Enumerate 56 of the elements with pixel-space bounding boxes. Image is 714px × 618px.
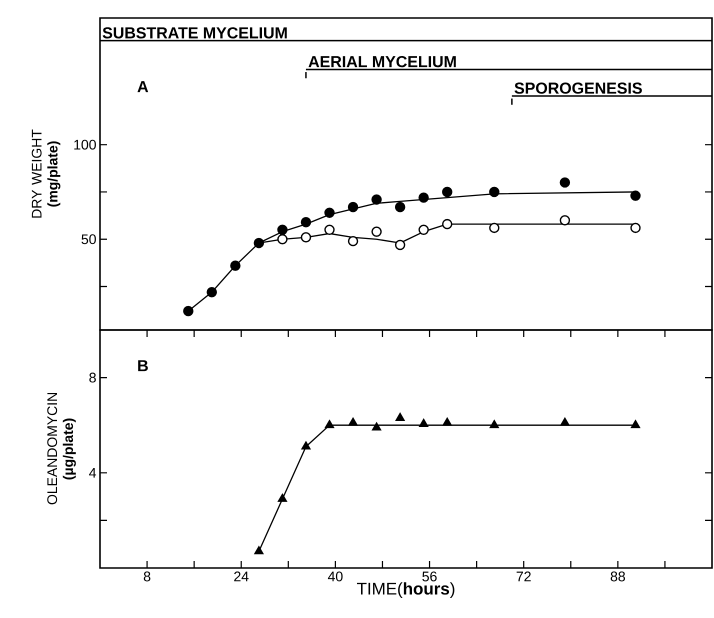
point [371, 226, 382, 237]
point [300, 232, 312, 243]
y-axis-title: DRY WEIGHT (mg/plate) [32, 130, 60, 218]
x-tick-label: 24 [234, 572, 249, 582]
point [442, 418, 452, 426]
y-axis-title: OLEANDOMYCIN (µg/plate) [47, 392, 76, 504]
point [442, 186, 452, 198]
x-tick-label: 88 [610, 572, 626, 582]
annotation: B [138, 360, 148, 372]
y-tick-label: 100 [74, 140, 96, 150]
point [254, 238, 264, 248]
x-tick-label: 72 [516, 572, 531, 582]
point [371, 194, 382, 205]
point [372, 422, 382, 431]
point [324, 224, 335, 235]
y-tick-label: 50 [82, 234, 96, 244]
annotation: SPOROGENESIS [514, 82, 642, 94]
point [348, 202, 358, 212]
annotation: A [137, 81, 148, 92]
point [254, 546, 264, 554]
x-axis-title: TIME(hours) [356, 582, 454, 598]
point [394, 202, 406, 212]
point [630, 420, 640, 428]
point [418, 224, 429, 235]
point [489, 222, 500, 234]
point [418, 192, 429, 203]
point [560, 418, 570, 426]
x-tick-label: 40 [328, 572, 343, 582]
x-tick-label: 56 [422, 572, 437, 582]
x-tick-label: 8 [144, 572, 150, 582]
point [301, 441, 311, 450]
point [630, 222, 641, 234]
point [277, 224, 288, 235]
point [560, 215, 570, 226]
point [490, 420, 499, 428]
point [300, 217, 312, 228]
y-tick-label: 4 [89, 468, 96, 478]
point [324, 420, 334, 428]
point [183, 306, 194, 316]
point [324, 208, 335, 218]
point [396, 412, 405, 421]
annotation: AERIAL MYCELIUM [308, 56, 456, 68]
point [630, 190, 641, 201]
y-tick-label: 8 [89, 372, 96, 383]
point [560, 177, 570, 188]
point [348, 236, 358, 246]
point [348, 418, 358, 426]
point [278, 494, 288, 502]
point [230, 260, 241, 271]
point [419, 418, 428, 427]
point [206, 286, 217, 298]
point [442, 218, 452, 230]
point [394, 240, 406, 250]
point [489, 186, 500, 198]
ref-line-label: SUBSTRATE MYCELIUM [102, 27, 287, 38]
point [277, 234, 288, 244]
